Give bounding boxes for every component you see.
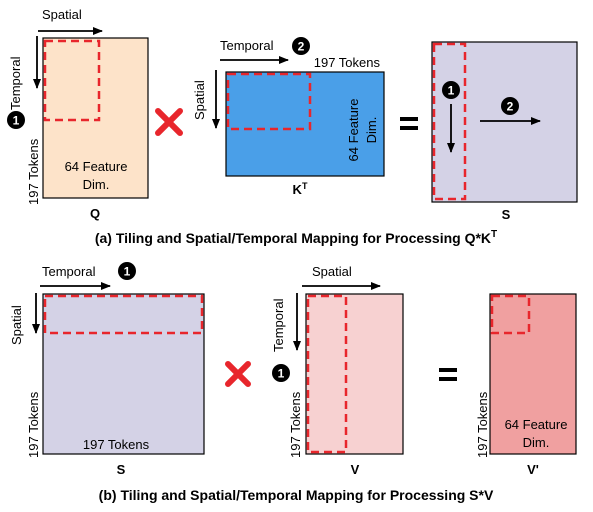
q-matrix bbox=[42, 37, 149, 199]
svg-text:1: 1 bbox=[448, 84, 455, 98]
vprime-name: V' bbox=[527, 462, 539, 477]
q-side-label: 197 Tokens bbox=[26, 138, 41, 205]
kt-feature-line2: Dim. bbox=[364, 117, 379, 144]
vprime-matrix bbox=[489, 293, 577, 455]
kt-feature-line1: 64 Feature bbox=[346, 99, 361, 162]
v-name: V bbox=[351, 462, 360, 477]
s-b-bottom-label: 197 Tokens bbox=[83, 437, 150, 452]
v-matrix bbox=[305, 293, 404, 455]
kt-name: KT bbox=[293, 181, 308, 197]
s-b-left-arrow-label: Spatial bbox=[9, 305, 24, 345]
vprime-feature-line2: Dim. bbox=[523, 435, 550, 450]
q-top-arrow-label: Spatial bbox=[42, 7, 82, 22]
kt-tile bbox=[226, 72, 312, 131]
vprime-tile bbox=[490, 294, 531, 335]
kt-matrix bbox=[225, 71, 385, 177]
s-tile-a bbox=[432, 42, 467, 201]
q-feature-line1: 64 Feature bbox=[65, 159, 128, 174]
vprime-side-label: 197 Tokens bbox=[475, 391, 490, 458]
caption-a: (a) Tiling and Spatial/Temporal Mapping … bbox=[95, 229, 497, 246]
panel-b: Temporal 1 Spatial 197 Tokens 197 Tokens… bbox=[9, 262, 577, 503]
s-matrix-a bbox=[431, 41, 578, 203]
v-top-arrow-label: Spatial bbox=[312, 264, 352, 279]
q-step-1-badge: 1 bbox=[7, 111, 25, 129]
s-step-1-badge: 1 bbox=[442, 81, 460, 99]
s-name-a: S bbox=[502, 207, 511, 222]
svg-text:1: 1 bbox=[13, 114, 20, 128]
s-b-top-arrow-label: Temporal bbox=[42, 264, 96, 279]
kt-top-arrow-label: Temporal bbox=[220, 38, 274, 53]
v-side-label: 197 Tokens bbox=[288, 391, 303, 458]
q-left-arrow-label: Temporal bbox=[8, 56, 23, 110]
s-matrix-b-group: Temporal 1 Spatial 197 Tokens 197 Tokens… bbox=[9, 262, 205, 477]
v-step-1-badge: 1 bbox=[272, 364, 290, 382]
s-matrix-b bbox=[42, 293, 205, 455]
q-feature-line2: Dim. bbox=[83, 177, 110, 192]
s-result-a-group: 1 2 S bbox=[431, 41, 578, 222]
equals-mark-b bbox=[439, 368, 457, 381]
vprime-matrix-group: 197 Tokens 64 Feature Dim. V' bbox=[475, 293, 577, 477]
times-mark-b bbox=[225, 361, 251, 387]
q-name: Q bbox=[90, 206, 100, 221]
kt-left-arrow-label: Spatial bbox=[192, 80, 207, 120]
v-left-arrow-label: Temporal bbox=[271, 298, 286, 352]
v-tile bbox=[306, 294, 348, 454]
kt-step-2-badge: 2 bbox=[292, 37, 310, 55]
q-matrix-group: Spatial Temporal 1 197 Tokens 64 Feature… bbox=[7, 7, 149, 221]
kt-top-label: 197 Tokens bbox=[314, 55, 381, 70]
v-matrix-group: Spatial Temporal 1 197 Tokens V bbox=[271, 264, 404, 477]
times-mark-a bbox=[155, 108, 183, 136]
svg-text:2: 2 bbox=[298, 40, 305, 54]
s-b-side-label: 197 Tokens bbox=[26, 391, 41, 458]
caption-b: (b) Tiling and Spatial/Temporal Mapping … bbox=[99, 487, 494, 503]
svg-text:2: 2 bbox=[507, 100, 514, 114]
panel-a: Spatial Temporal 1 197 Tokens 64 Feature… bbox=[7, 7, 578, 246]
svg-text:1: 1 bbox=[278, 367, 285, 381]
s-name-b: S bbox=[117, 462, 126, 477]
kt-matrix-group: Temporal 2 197 Tokens Spatial 64 Feature… bbox=[192, 37, 385, 197]
s-b-step-1-badge: 1 bbox=[118, 262, 136, 280]
equals-mark-a bbox=[400, 117, 418, 130]
vprime-feature-line1: 64 Feature bbox=[505, 417, 568, 432]
svg-text:1: 1 bbox=[124, 265, 131, 279]
s-tile-b bbox=[43, 294, 204, 335]
s-step-2-badge: 2 bbox=[501, 97, 519, 115]
q-tile bbox=[43, 39, 101, 122]
